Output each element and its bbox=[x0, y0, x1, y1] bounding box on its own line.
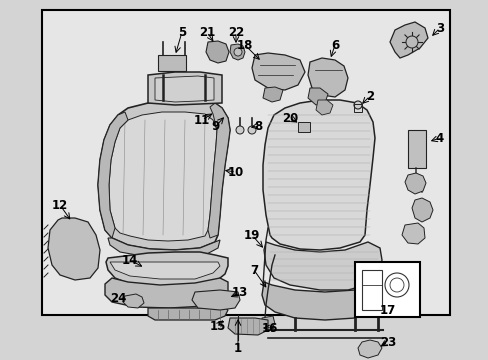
Text: 4: 4 bbox=[435, 131, 443, 144]
Text: 2: 2 bbox=[365, 90, 373, 103]
Text: 8: 8 bbox=[253, 120, 262, 132]
Polygon shape bbox=[98, 100, 229, 250]
Text: 6: 6 bbox=[330, 39, 339, 51]
Polygon shape bbox=[229, 44, 244, 60]
Polygon shape bbox=[148, 306, 227, 320]
Polygon shape bbox=[48, 218, 100, 280]
Text: 1: 1 bbox=[233, 342, 242, 355]
Polygon shape bbox=[108, 238, 220, 258]
Text: 23: 23 bbox=[379, 336, 395, 348]
Text: 3: 3 bbox=[435, 22, 443, 35]
Text: 5: 5 bbox=[178, 26, 186, 39]
Text: 22: 22 bbox=[227, 26, 244, 39]
Bar bbox=[42, 10, 449, 315]
Polygon shape bbox=[404, 173, 425, 194]
Polygon shape bbox=[389, 22, 427, 58]
Text: 15: 15 bbox=[209, 320, 226, 333]
Polygon shape bbox=[109, 112, 217, 241]
Circle shape bbox=[236, 126, 244, 134]
Circle shape bbox=[247, 126, 256, 134]
Text: 16: 16 bbox=[261, 321, 278, 334]
Polygon shape bbox=[307, 58, 347, 97]
Text: 12: 12 bbox=[52, 198, 68, 212]
Text: 9: 9 bbox=[211, 120, 220, 132]
Polygon shape bbox=[106, 252, 227, 287]
Polygon shape bbox=[401, 223, 424, 244]
Polygon shape bbox=[105, 278, 227, 308]
Bar bbox=[158, 55, 185, 71]
Polygon shape bbox=[307, 88, 327, 105]
Polygon shape bbox=[110, 262, 220, 279]
Text: 11: 11 bbox=[193, 113, 210, 126]
Text: 21: 21 bbox=[199, 26, 215, 39]
Polygon shape bbox=[155, 76, 214, 102]
Bar bbox=[361, 270, 381, 310]
Polygon shape bbox=[263, 100, 374, 250]
Text: 14: 14 bbox=[122, 253, 138, 266]
Circle shape bbox=[234, 48, 242, 56]
Polygon shape bbox=[192, 290, 240, 310]
Polygon shape bbox=[264, 242, 381, 290]
Polygon shape bbox=[123, 294, 143, 308]
Text: 10: 10 bbox=[227, 166, 244, 179]
Polygon shape bbox=[207, 103, 229, 238]
Polygon shape bbox=[227, 318, 267, 335]
Text: 18: 18 bbox=[236, 39, 253, 51]
Text: 19: 19 bbox=[244, 229, 260, 242]
Polygon shape bbox=[98, 112, 128, 238]
Bar bbox=[407, 130, 425, 168]
Circle shape bbox=[405, 36, 417, 48]
Circle shape bbox=[353, 101, 361, 109]
Polygon shape bbox=[357, 340, 381, 358]
Polygon shape bbox=[205, 41, 228, 63]
Polygon shape bbox=[411, 198, 432, 222]
Polygon shape bbox=[262, 316, 274, 328]
Text: 13: 13 bbox=[231, 287, 247, 300]
Bar bbox=[353, 104, 361, 112]
Text: 7: 7 bbox=[249, 264, 258, 276]
Text: 17: 17 bbox=[379, 303, 395, 316]
Bar bbox=[297, 122, 309, 132]
Polygon shape bbox=[251, 53, 305, 90]
Polygon shape bbox=[315, 100, 332, 115]
Polygon shape bbox=[263, 87, 283, 102]
Polygon shape bbox=[148, 72, 222, 105]
Polygon shape bbox=[262, 282, 382, 320]
Text: 20: 20 bbox=[281, 112, 298, 125]
Text: 24: 24 bbox=[110, 292, 126, 305]
Bar bbox=[354, 262, 419, 317]
